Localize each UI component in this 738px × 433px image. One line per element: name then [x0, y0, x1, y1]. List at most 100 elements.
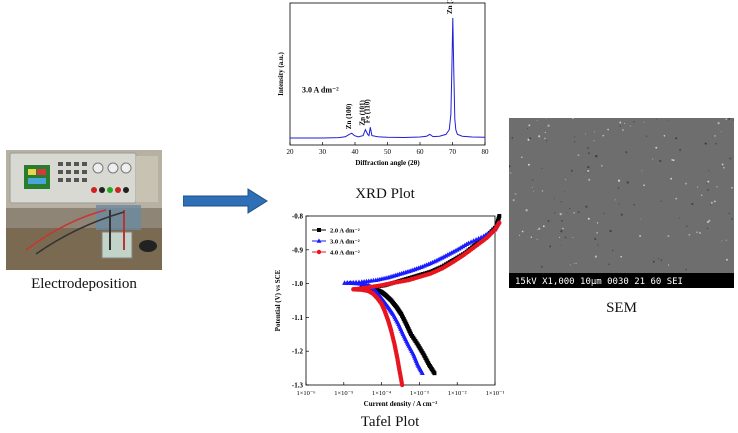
xrd-peak-label: Zn (101): [358, 99, 366, 125]
tafel-y-tick-label: -1.3: [292, 382, 304, 390]
sem-caption: SEM: [606, 300, 637, 316]
sem-speckle: [538, 135, 541, 138]
sem-speckle: [688, 233, 691, 236]
sem-speckle: [533, 190, 534, 192]
sem-info-bar: 15kV X1,000 10µm 0030 21 60 SEI: [515, 277, 683, 287]
sem-speckle: [667, 264, 670, 266]
sem-speckle: [633, 204, 635, 206]
sem-speckle: [728, 117, 731, 120]
sem-speckle: [564, 191, 566, 193]
sem-speckle: [730, 217, 733, 220]
sem-speckle: [643, 121, 645, 123]
sem-speckle: [700, 194, 703, 197]
tafel-series-2-anodic-point: [473, 237, 479, 242]
sem-speckle: [541, 167, 543, 170]
xrd-caption: XRD Plot: [355, 186, 415, 202]
xrd-chart: 20 30 40 50 60 70 80 Diffraction angle (2θ) Inte…: [270, 0, 495, 180]
tafel-y-tick-label: -0.8: [292, 213, 304, 221]
xrd-x-tick-label: 40: [352, 148, 360, 156]
tafel-x-tick-label: 1×10⁻⁶: [296, 390, 315, 397]
tafel-y-tick-label: -1.2: [292, 348, 304, 356]
sem-speckle: [659, 159, 662, 163]
sem-speckle: [518, 234, 521, 236]
sem-speckle: [593, 131, 596, 133]
sem-speckle: [584, 133, 587, 135]
sem-speckle: [614, 199, 616, 201]
tafel-series-2-anodic-point: [460, 243, 466, 249]
sem-speckle: [721, 240, 723, 242]
tafel-legend-marker: [317, 228, 321, 232]
sem-speckle: [527, 163, 530, 166]
sem-speckle: [620, 255, 622, 258]
sem-speckle: [597, 244, 599, 246]
sem-speckle: [574, 262, 576, 264]
tafel-series-2-anodic-point: [476, 235, 482, 241]
xrd-x-tick-label: 50: [384, 148, 392, 156]
sem-speckle: [601, 165, 603, 167]
sem-speckle: [611, 249, 614, 252]
tafel-series-2-anodic-point: [464, 241, 470, 246]
sem-speckle: [553, 198, 555, 200]
sem-speckle: [619, 125, 621, 127]
sem-speckle: [574, 136, 576, 138]
sem-speckle: [526, 127, 529, 130]
sem-speckle: [544, 131, 546, 134]
tafel-series-2-anodic-point: [471, 238, 476, 243]
xrd-peak-label: Fe (110): [363, 99, 371, 124]
electrodeposition-photo: [6, 150, 162, 270]
sem-speckle: [538, 227, 541, 230]
tafel-y-tick-label: -0.9: [292, 246, 304, 254]
tafel-x-tick-label: 1×10⁻²: [448, 390, 467, 397]
tafel-legend-marker: [316, 249, 322, 255]
sem-speckle: [652, 158, 654, 160]
sem-speckle: [512, 199, 515, 202]
sem-speckle: [537, 229, 539, 230]
sem-speckle: [511, 137, 514, 139]
sem-speckle: [696, 186, 699, 188]
tafel-legend-label: 4.0 A dm⁻²: [330, 250, 360, 257]
tafel-series-3-anodic-point: [497, 220, 502, 225]
tafel-series-2-anodic-point: [478, 234, 484, 240]
sem-speckle: [609, 229, 612, 233]
xrd-peak-label: Zn (103): [446, 0, 454, 14]
sem-speckle: [708, 170, 710, 172]
tafel-y-axis-label: Potential (V) vs SCE: [274, 269, 282, 331]
sem-speckle: [530, 236, 533, 238]
sem-speckle: [569, 207, 571, 209]
xrd-x-tick-label: 60: [417, 148, 425, 156]
tafel-chart: 1×10⁻⁶ 1×10⁻⁵ 1×10⁻⁴ 1×10⁻³ 1×10⁻² 1×10⁻¹ -0.8…: [268, 208, 508, 414]
sem-speckle: [685, 225, 688, 228]
sem-speckle: [569, 264, 571, 266]
sem-speckle: [544, 137, 546, 140]
sem-speckle: [679, 148, 682, 151]
sem-speckle: [729, 157, 732, 160]
sem-speckle: [514, 193, 517, 195]
tafel-series-2-anodic-point: [454, 247, 460, 252]
sem-speckle: [731, 186, 733, 189]
xrd-x-tick-label: 30: [319, 148, 327, 156]
sem-speckle: [520, 156, 523, 159]
sem-speckle: [585, 205, 588, 208]
sem-speckle: [618, 203, 620, 205]
sem-speckle: [675, 197, 678, 200]
sem-speckle: [725, 118, 728, 121]
sem-speckle: [509, 172, 512, 174]
sem-speckle: [560, 201, 562, 203]
tafel-y-tick-label: -1.0: [292, 280, 304, 288]
sem-speckle: [704, 142, 707, 145]
sem-speckle: [545, 117, 547, 119]
sem-speckle: [667, 119, 669, 121]
sem-speckle: [633, 121, 635, 123]
sem-speckle: [560, 244, 562, 246]
sem-speckle: [660, 200, 662, 202]
tafel-legend-label: 2.0 A dm⁻²: [330, 228, 360, 235]
sem-speckle: [572, 237, 574, 238]
sem-speckle: [574, 141, 576, 143]
sem-speckle: [566, 212, 568, 214]
sem-speckle: [657, 258, 659, 260]
sem-speckle: [706, 220, 710, 224]
sem-speckle: [679, 217, 681, 219]
sem-speckle: [564, 236, 567, 239]
sem-speckle: [564, 178, 567, 181]
sem-speckle: [721, 163, 724, 166]
